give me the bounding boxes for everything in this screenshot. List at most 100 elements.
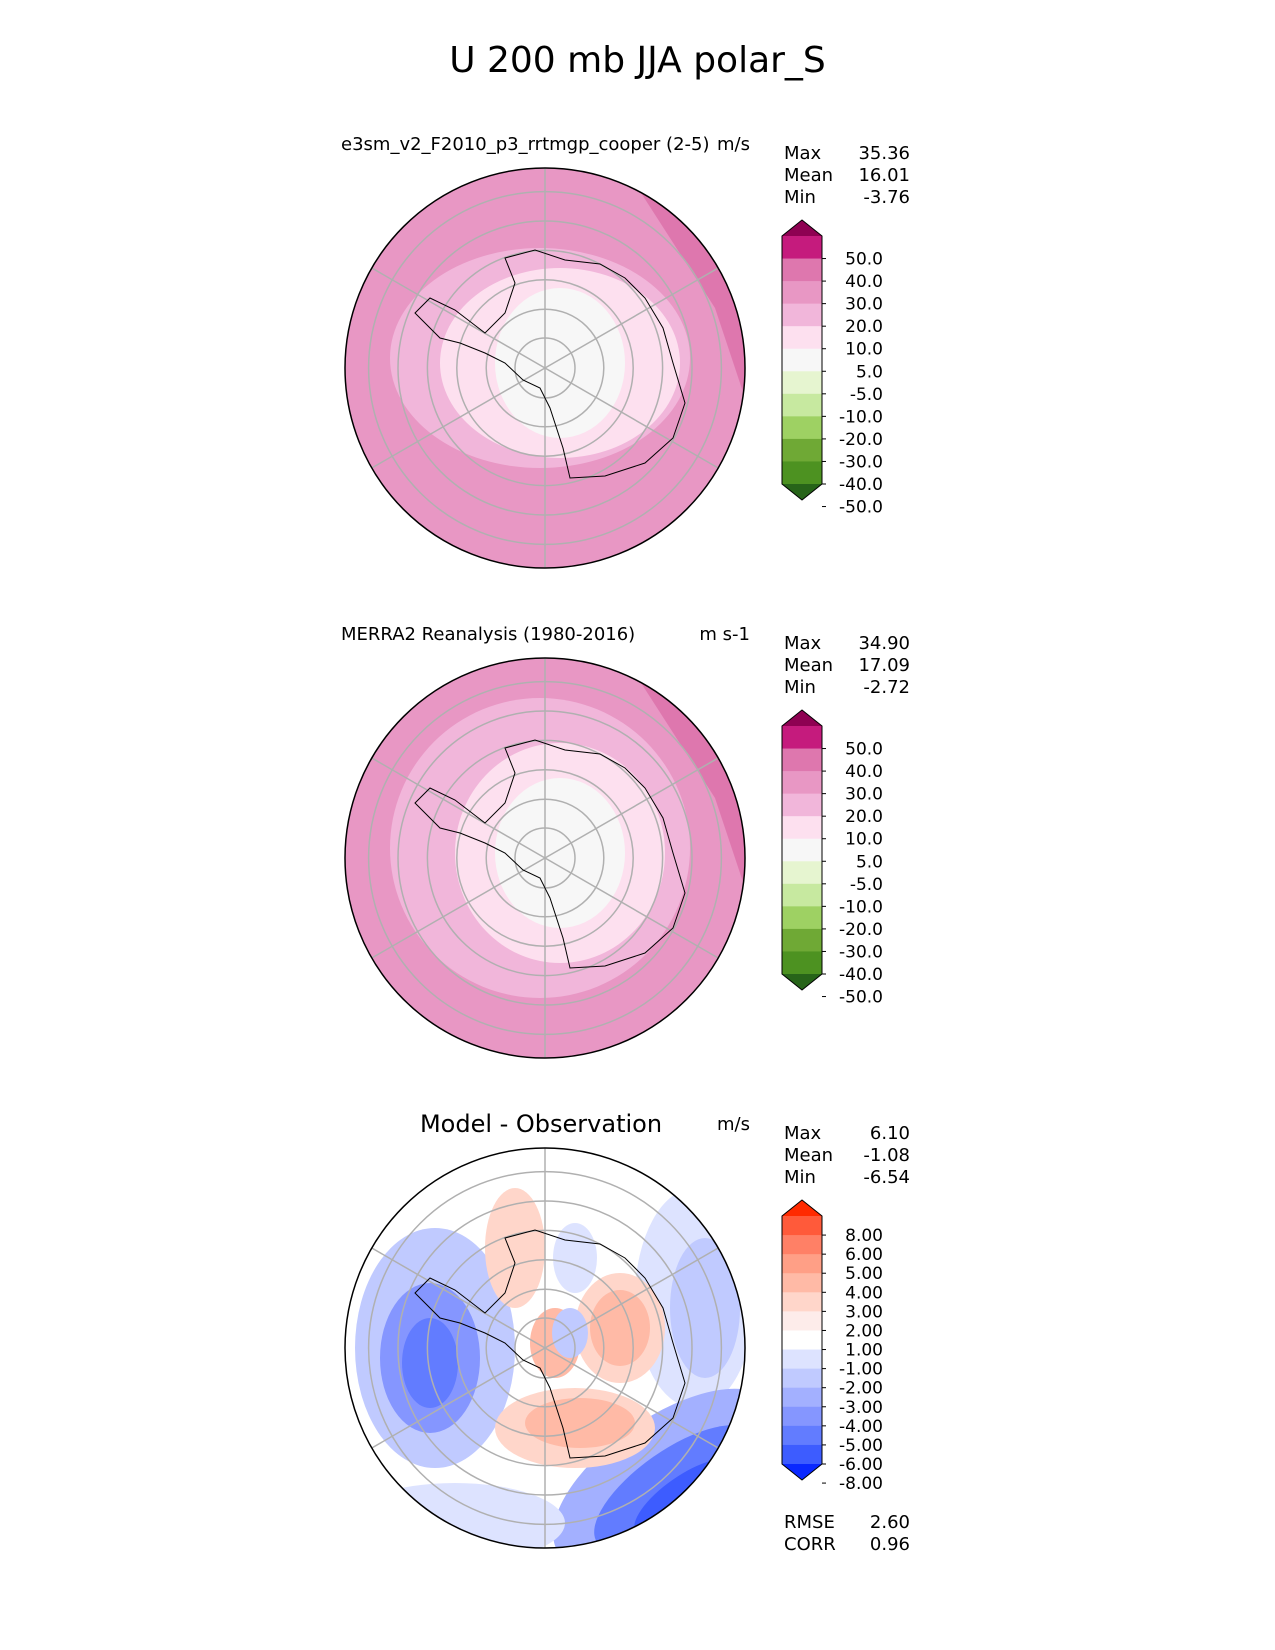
colorbar-tick-label: 3.00 bbox=[845, 1302, 883, 1322]
colorbar-tick-label: -10.0 bbox=[839, 897, 883, 917]
colorbar-tick-label: -50.0 bbox=[839, 498, 883, 518]
colorbar-segment bbox=[782, 816, 822, 840]
colorbar-segment bbox=[782, 236, 822, 260]
colorbar-tick-label: 40.0 bbox=[845, 272, 883, 292]
panel-1-colorbar: 50.040.0 30.020.0 10.05.0 -5.0-10.0 -20.0-30… bbox=[781, 219, 883, 518]
colorbar-extend-max bbox=[782, 220, 822, 236]
colorbar-tick-label: 50.0 bbox=[845, 740, 883, 760]
colorbar-extend-max bbox=[782, 1200, 822, 1216]
colorbar-tick-label: 10.0 bbox=[845, 340, 883, 360]
colorbar-segment bbox=[782, 883, 822, 907]
map-boundary bbox=[344, 167, 746, 569]
colorbar-tick-label: -50.0 bbox=[839, 988, 883, 1008]
longitude-gridline bbox=[544, 857, 719, 959]
stat-mean: Mean 17.09 bbox=[784, 655, 910, 676]
panel-3-stats: Max 6.10 Mean -1.08 Min -6.54 bbox=[784, 1123, 910, 1189]
field-band bbox=[495, 288, 625, 438]
longitude-gridline bbox=[544, 757, 719, 859]
map-field bbox=[345, 168, 745, 568]
longitude-gridline bbox=[371, 1347, 546, 1449]
colorbar-segment bbox=[782, 1235, 822, 1255]
longitude-gridline bbox=[544, 1247, 719, 1349]
colorbar-tick-label: -5.00 bbox=[839, 1436, 883, 1456]
colorbar-segment bbox=[782, 1349, 822, 1370]
colorbar-segment bbox=[782, 1292, 822, 1312]
panel-1-map bbox=[344, 167, 746, 569]
map-field bbox=[345, 658, 745, 1058]
colorbar-tick-label: 4.00 bbox=[845, 1283, 883, 1303]
panel-3-units: m/s bbox=[717, 1114, 750, 1135]
longitude-gridline bbox=[544, 1347, 719, 1449]
field-band bbox=[495, 778, 625, 928]
colorbar-tick-label: 20.0 bbox=[845, 807, 883, 827]
colorbar-tick-label: -5.0 bbox=[850, 875, 883, 895]
panel-3-map bbox=[344, 1147, 746, 1549]
colorbar-segment bbox=[782, 326, 822, 350]
colorbar-segment bbox=[782, 861, 822, 885]
figure-title: U 200 mb JJA polar_S bbox=[449, 40, 826, 81]
colorbar-tick-label: -10.0 bbox=[839, 407, 883, 427]
panel-1-stats: Max 35.36 Mean 16.01 Min -3.76 bbox=[784, 143, 910, 209]
colorbar-segment bbox=[782, 1387, 822, 1408]
colorbar-segment bbox=[782, 1406, 822, 1427]
panel-2-colorbar: 50.040.0 30.020.0 10.05.0 -5.0-10.0 -20.0-30… bbox=[781, 709, 883, 1008]
longitude-gridline bbox=[371, 757, 546, 859]
colorbar-tick-label: -5.0 bbox=[850, 385, 883, 405]
colorbar-segment bbox=[782, 1254, 822, 1274]
colorbar-extend-min bbox=[782, 484, 822, 500]
stat-mean: Mean -1.08 bbox=[784, 1145, 910, 1166]
field-blob bbox=[402, 1318, 458, 1408]
panel-2-title: MERRA2 Reanalysis (1980-2016) bbox=[341, 624, 636, 645]
field-blob bbox=[590, 1290, 650, 1366]
colorbar-segment bbox=[782, 838, 822, 862]
colorbar-tick-label: 10.0 bbox=[845, 830, 883, 850]
stat-mean: Mean 16.01 bbox=[784, 165, 910, 186]
panel-1-units: m/s bbox=[717, 134, 750, 155]
colorbar-segment bbox=[782, 348, 822, 372]
colorbar-segment bbox=[782, 393, 822, 417]
longitude-gridline bbox=[544, 267, 719, 369]
stat-min: Min -6.54 bbox=[784, 1167, 910, 1188]
longitude-gridline bbox=[371, 1247, 546, 1349]
colorbar-tick-label: -20.0 bbox=[839, 430, 883, 450]
colorbar-segment bbox=[782, 906, 822, 930]
colorbar-segment bbox=[782, 281, 822, 305]
colorbar-segment bbox=[782, 951, 822, 975]
colorbar-segment bbox=[782, 438, 822, 462]
colorbar-segment bbox=[782, 1311, 822, 1331]
stat-max: Max 6.10 bbox=[784, 1123, 910, 1144]
colorbar-tick-label: -3.00 bbox=[839, 1398, 883, 1418]
colorbar-tick-label: -6.00 bbox=[839, 1455, 883, 1475]
stat-min: Min -2.72 bbox=[784, 677, 910, 698]
longitude-gridline bbox=[371, 367, 546, 469]
panel-3-extra-stats: RMSE 2.60 CORR 0.96 bbox=[784, 1512, 910, 1556]
colorbar-tick-label: -4.00 bbox=[839, 1417, 883, 1437]
colorbar-tick-label: 6.00 bbox=[845, 1245, 883, 1265]
panel-2-stats: Max 34.90 Mean 17.09 Min -2.72 bbox=[784, 633, 910, 699]
colorbar-extend-min bbox=[782, 1464, 822, 1480]
colorbar-segment bbox=[782, 461, 822, 485]
colorbar-tick-label: -30.0 bbox=[839, 942, 883, 962]
antarctica-coastline bbox=[414, 1229, 686, 1459]
field-blob bbox=[670, 1238, 740, 1378]
colorbar-segment bbox=[782, 416, 822, 440]
colorbar-tick-label: 40.0 bbox=[845, 762, 883, 782]
colorbar-segment bbox=[782, 771, 822, 795]
colorbar-tick-label: 2.00 bbox=[845, 1321, 883, 1341]
colorbar-tick-label: 30.0 bbox=[845, 785, 883, 805]
colorbar-segment bbox=[782, 748, 822, 772]
colorbar-segment bbox=[782, 928, 822, 952]
colorbar-tick-label: -20.0 bbox=[839, 920, 883, 940]
colorbar-segment bbox=[782, 726, 822, 750]
map-field bbox=[345, 1148, 745, 1548]
antarctica-coastline bbox=[414, 249, 686, 479]
stat-max: Max 35.36 bbox=[784, 143, 910, 164]
colorbar-tick-label: 30.0 bbox=[845, 295, 883, 315]
colorbar-tick-label: 5.00 bbox=[845, 1264, 883, 1284]
stat-corr: CORR 0.96 bbox=[784, 1534, 910, 1555]
colorbar-tick-label: -40.0 bbox=[839, 475, 883, 495]
colorbar-segment bbox=[782, 303, 822, 327]
colorbar-segment bbox=[782, 258, 822, 282]
colorbar-tick-label: 5.0 bbox=[856, 852, 883, 872]
colorbar-tick-label: 50.0 bbox=[845, 250, 883, 270]
